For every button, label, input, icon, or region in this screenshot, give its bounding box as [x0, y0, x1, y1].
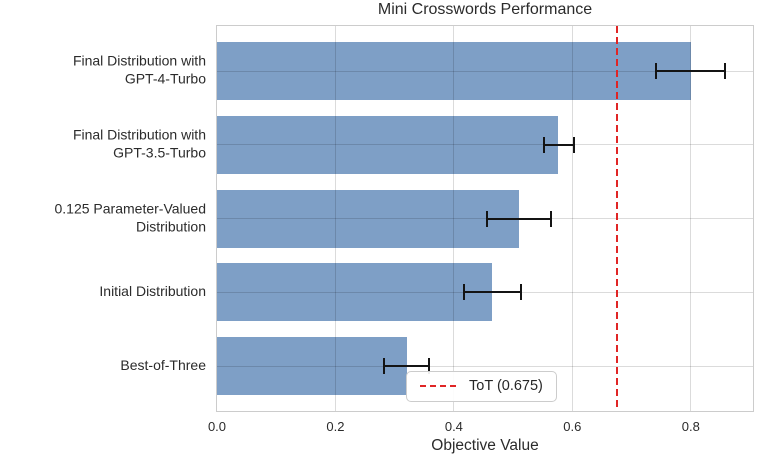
- bar: [217, 189, 520, 248]
- reference-line: [615, 26, 618, 411]
- plot-area: ToT (0.675): [216, 25, 754, 412]
- y-tick-label: Initial Distribution: [99, 283, 206, 300]
- chart-title: Mini Crosswords Performance: [377, 1, 593, 18]
- h-gridline: [217, 70, 753, 72]
- error-bar-cap-left: [486, 210, 489, 227]
- legend-label: ToT (0.675): [469, 378, 543, 394]
- x-tick-label: 0.2: [326, 419, 345, 434]
- x-tick-label: 0.6: [563, 419, 582, 434]
- error-bar: [462, 284, 522, 301]
- bar: [217, 337, 407, 395]
- red-dashed-line-legend-icon: [420, 384, 458, 388]
- y-tick-label: 0.125 Parameter-Valued Distribution: [54, 200, 207, 235]
- error-bar-cap-right: [724, 63, 727, 79]
- bar: [217, 115, 558, 174]
- error-bar-line: [486, 217, 552, 220]
- error-bar-cap-right: [428, 358, 431, 374]
- error-bar-line: [542, 143, 576, 146]
- legend: ToT (0.675): [406, 371, 557, 402]
- h-gridline: [217, 144, 753, 146]
- x-axis-label: Objective Value: [431, 437, 539, 454]
- error-bar-cap-left: [382, 358, 385, 374]
- error-bar: [382, 358, 431, 374]
- error-bar-line: [655, 70, 727, 72]
- error-bar-cap-left: [462, 284, 465, 301]
- y-tick-label: Best-of-Three: [120, 356, 206, 373]
- error-bar: [655, 63, 727, 79]
- error-bar: [542, 136, 576, 153]
- x-tick-label: 0.8: [681, 419, 700, 434]
- y-tick-label: Final Distribution with GPT-3.5-Turbo: [72, 126, 206, 161]
- h-gridline: [217, 218, 753, 219]
- error-bar-cap-right: [573, 136, 576, 153]
- error-bar-cap-right: [520, 284, 522, 301]
- error-bar-line: [462, 291, 522, 294]
- error-bar-cap-left: [655, 63, 658, 79]
- v-gridline: [690, 26, 692, 411]
- v-gridline: [334, 26, 336, 411]
- error-bar-cap-left: [542, 136, 545, 153]
- error-bar: [486, 210, 552, 227]
- bar: [217, 42, 691, 100]
- h-gridline: [217, 365, 753, 367]
- x-tick-label: 0.4: [444, 419, 463, 434]
- x-tick-label: 0.0: [207, 419, 227, 434]
- v-gridline: [571, 26, 573, 411]
- y-tick-label: Final Distribution with GPT-4-Turbo: [72, 52, 206, 87]
- v-gridline: [453, 26, 455, 411]
- bar: [217, 263, 493, 322]
- error-bar-cap-right: [549, 210, 552, 227]
- error-bar-line: [382, 365, 431, 367]
